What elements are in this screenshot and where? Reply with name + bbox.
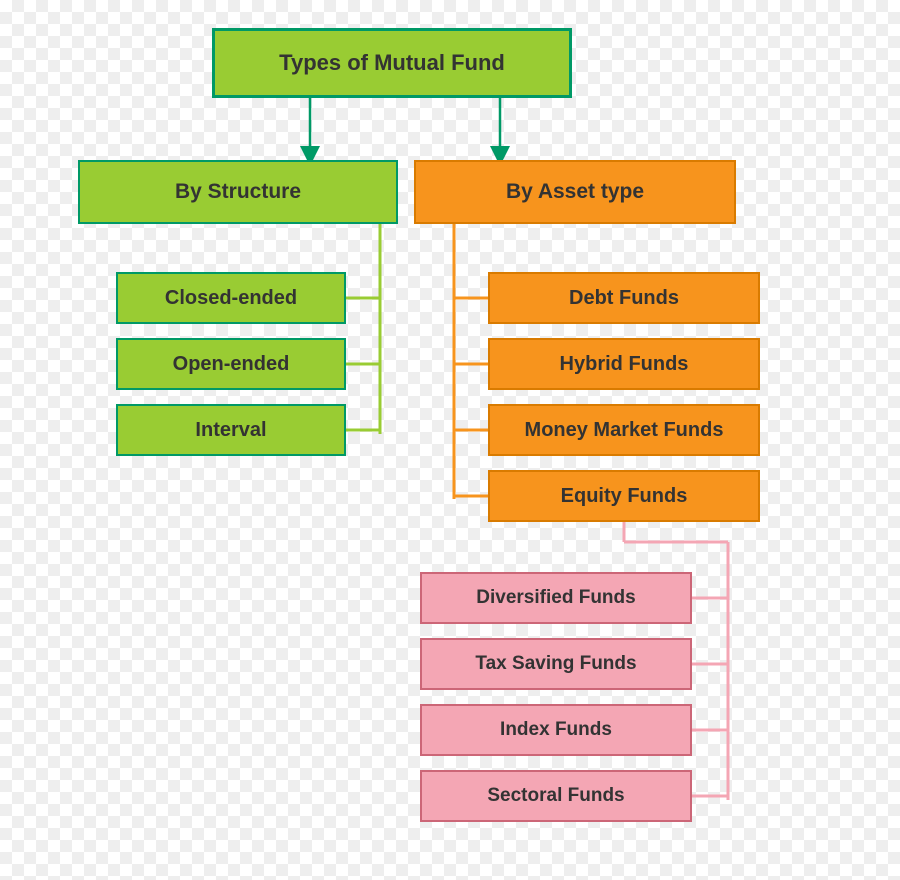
item-asset-1: Hybrid Funds (488, 338, 760, 390)
subitem-equity-0: Diversified Funds (420, 572, 692, 624)
item-structure-1: Open-ended (116, 338, 346, 390)
item-asset-2: Money Market Funds (488, 404, 760, 456)
subitem-equity-2: Index Funds (420, 704, 692, 756)
item-asset-0: Debt Funds (488, 272, 760, 324)
subitem-equity-1: Tax Saving Funds (420, 638, 692, 690)
category-structure: By Structure (78, 160, 398, 224)
subitem-equity-3: Sectoral Funds (420, 770, 692, 822)
item-structure-0: Closed-ended (116, 272, 346, 324)
item-asset-3: Equity Funds (488, 470, 760, 522)
root-node: Types of Mutual Fund (212, 28, 572, 98)
item-structure-2: Interval (116, 404, 346, 456)
category-asset: By Asset type (414, 160, 736, 224)
